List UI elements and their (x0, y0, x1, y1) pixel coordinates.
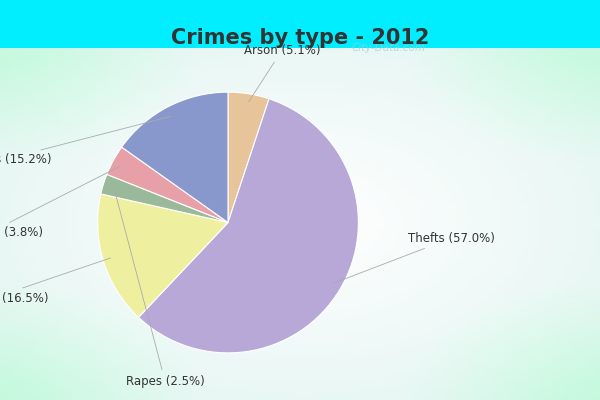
Text: Assaults (15.2%): Assaults (15.2%) (0, 116, 171, 166)
Wedge shape (101, 174, 228, 222)
Text: City-Data.com: City-Data.com (352, 43, 426, 53)
Wedge shape (107, 147, 228, 222)
Text: Rapes (2.5%): Rapes (2.5%) (114, 189, 205, 388)
Wedge shape (139, 99, 358, 353)
Text: Thefts (57.0%): Thefts (57.0%) (334, 232, 495, 283)
Wedge shape (228, 92, 269, 222)
Text: Crimes by type - 2012: Crimes by type - 2012 (171, 28, 429, 48)
Wedge shape (98, 194, 228, 317)
Text: Auto thefts (3.8%): Auto thefts (3.8%) (0, 166, 121, 240)
Wedge shape (122, 92, 228, 222)
Text: Burglaries (16.5%): Burglaries (16.5%) (0, 258, 110, 305)
Text: Arson (5.1%): Arson (5.1%) (244, 44, 320, 102)
